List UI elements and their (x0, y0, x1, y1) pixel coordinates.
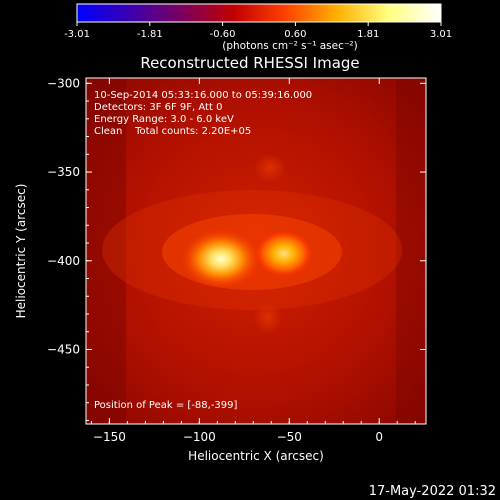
rhessi-image (86, 78, 426, 424)
annotation-block: 10-Sep-2014 05:33:16.000 to 05:39:16.000… (94, 90, 312, 137)
x-tick-label: 0 (375, 430, 383, 444)
plot-title: Reconstructed RHESSI Image (140, 54, 359, 72)
colorbar-unit-label: (photons cm⁻² s⁻¹ asec⁻²) (222, 40, 357, 52)
colorbar-tick-label: -3.01 (64, 29, 90, 40)
colorbar-tick-label: -1.81 (137, 29, 163, 40)
footer-timestamp: 17-May-2022 01:32 (369, 484, 496, 499)
y-tick-label: −400 (47, 254, 80, 268)
annotation-line-energy: Energy Range: 3.0 - 6.0 keV (94, 114, 234, 125)
colorbar-tick-label: 1.81 (357, 29, 379, 40)
x-axis: −150 −100 −50 0 (90, 78, 416, 444)
plot-frame (85, 77, 427, 425)
y-axis-label: Heliocentric Y (arcsec) (14, 184, 28, 319)
x-axis-label: Heliocentric X (arcsec) (188, 449, 324, 463)
y-tick-label: −350 (47, 165, 80, 179)
colorbar (77, 4, 441, 22)
annotation-line-detectors: Detectors: 3F 6F 9F, Att 0 (94, 102, 222, 113)
peak-position-label: Position of Peak = [-88,-399] (94, 400, 238, 411)
colorbar-ticks: -3.01 -1.81 -0.60 0.60 1.81 3.01 (64, 22, 452, 40)
x-tick-label: −50 (277, 430, 302, 444)
annotation-line-clean: Clean Total counts: 2.20E+05 (94, 126, 251, 137)
y-tick-label: −300 (47, 76, 80, 90)
x-tick-label: −150 (93, 430, 126, 444)
x-tick-label: −100 (183, 430, 216, 444)
y-axis: −300 −350 −400 −450 (47, 76, 426, 421)
primary-source (180, 228, 261, 289)
colorbar-frame (76, 3, 442, 23)
secondary-source (253, 229, 314, 278)
y-tick-label: −450 (47, 342, 80, 356)
colorbar-tick-label: 0.60 (284, 29, 306, 40)
colorbar-tick-label: -0.60 (210, 29, 236, 40)
annotation-line-time: 10-Sep-2014 05:33:16.000 to 05:39:16.000 (94, 90, 312, 101)
colorbar-tick-label: 3.01 (430, 29, 452, 40)
